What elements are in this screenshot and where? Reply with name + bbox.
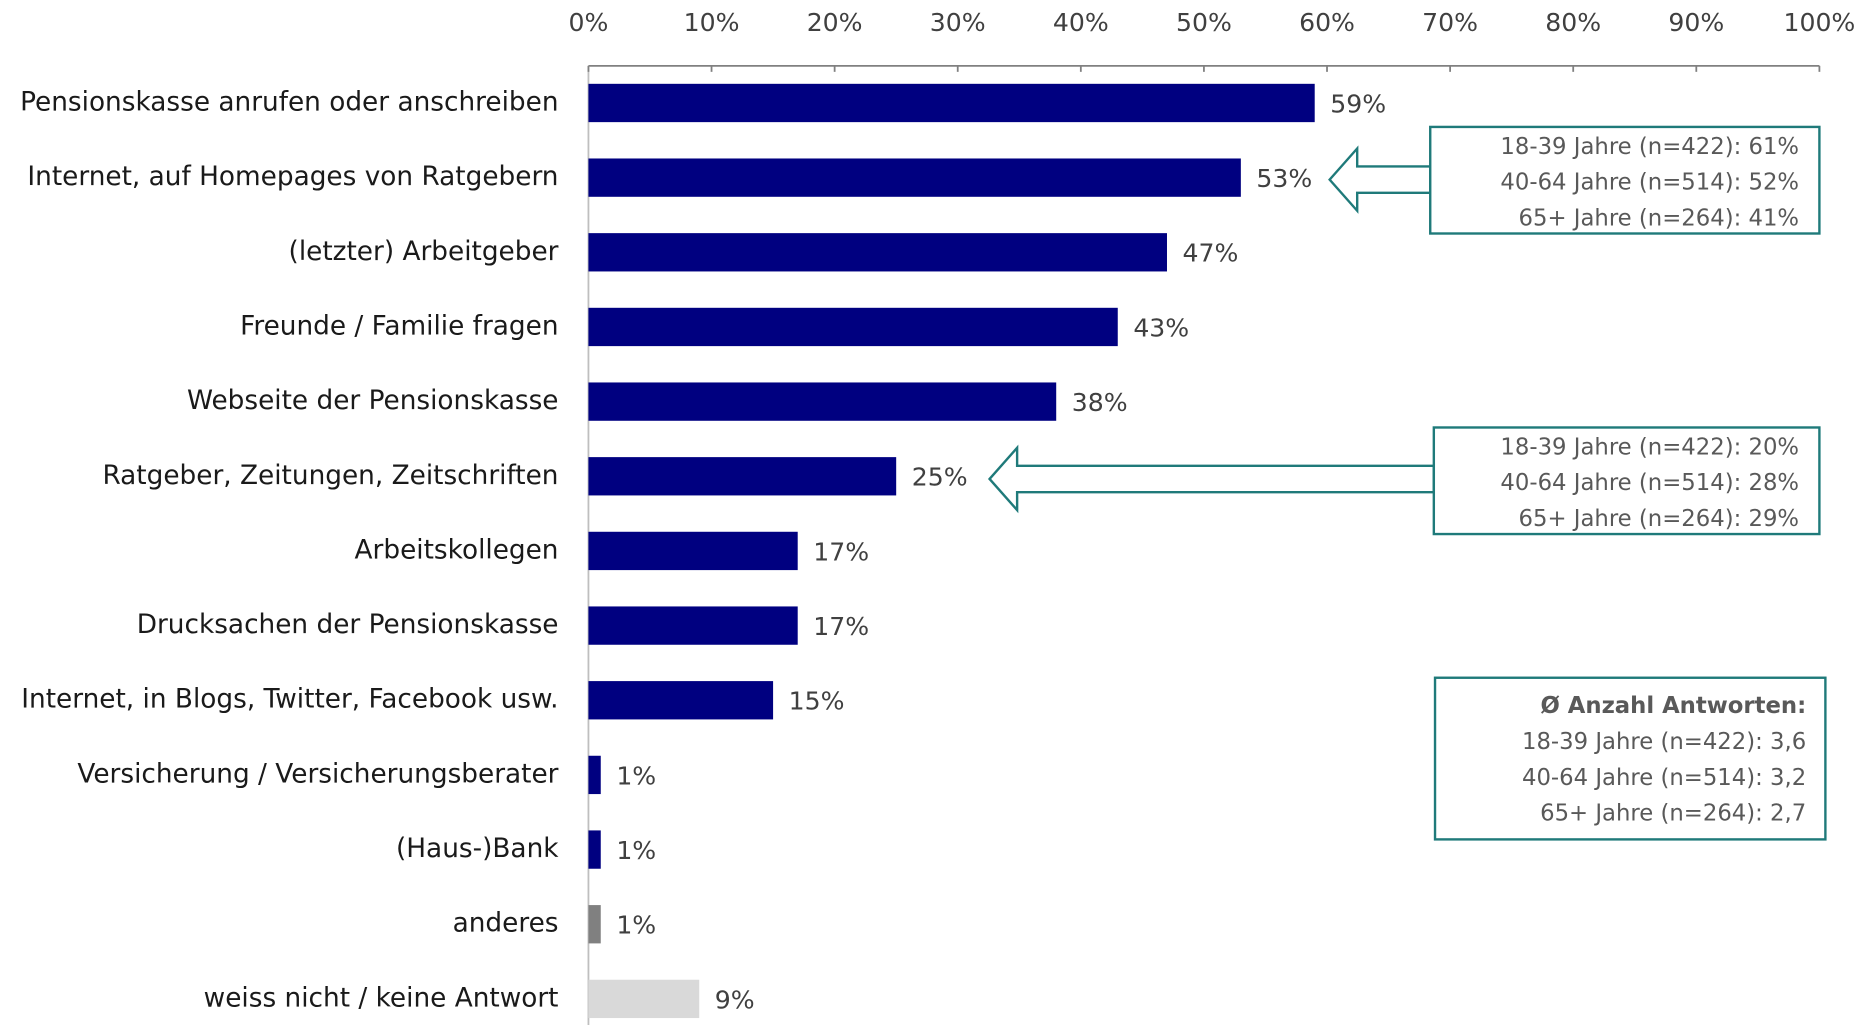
value-label: 59%	[1330, 89, 1386, 118]
bar	[588, 830, 601, 869]
annotation-text: 18-39 Jahre (n=422): 61%	[1500, 134, 1799, 160]
x-tick-label: 60%	[1299, 8, 1355, 37]
bar	[588, 158, 1241, 197]
x-tick-label: 40%	[1053, 8, 1109, 37]
x-tick-label: 30%	[930, 8, 986, 37]
value-label: 17%	[813, 612, 869, 641]
bar	[588, 233, 1167, 272]
value-label: 43%	[1133, 313, 1189, 342]
annotation-box	[1433, 676, 1827, 841]
bar	[588, 457, 897, 496]
x-tick-label: 90%	[1668, 8, 1724, 37]
bar	[588, 755, 601, 795]
annotation-text: 40-64 Jahre (n=514): 3,2	[1522, 765, 1806, 791]
x-tick-label: 50%	[1176, 8, 1232, 37]
category-label: Drucksachen der Pensionskasse	[137, 610, 559, 640]
category-label: anderes	[453, 909, 559, 939]
annotation-text: 65+ Jahre (n=264): 41%	[1519, 206, 1800, 232]
x-tick-label: 10%	[684, 8, 740, 37]
value-label: 1%	[616, 836, 656, 865]
annotation-text: 65+ Jahre (n=264): 29%	[1519, 506, 1800, 532]
value-label: 53%	[1256, 164, 1312, 193]
category-label: weiss nicht / keine Antwort	[204, 983, 559, 1013]
bar	[588, 905, 601, 944]
bar	[588, 979, 700, 1019]
annotation-box	[1429, 125, 1821, 235]
category-label: Versicherung / Versicherungsberater	[77, 759, 558, 789]
annotation-text: 18-39 Jahre (n=422): 20%	[1500, 434, 1799, 460]
x-tick-label: 70%	[1422, 8, 1478, 37]
category-label: (Haus-)Bank	[396, 834, 559, 864]
value-label: 17%	[813, 537, 869, 566]
x-tick-label: 0%	[569, 8, 609, 37]
category-label: Freunde / Familie fragen	[240, 311, 558, 341]
value-label: 47%	[1183, 239, 1239, 268]
category-label: (letzter) Arbeitgeber	[289, 237, 559, 267]
bar	[588, 606, 798, 645]
annotation-text: 18-39 Jahre (n=422): 3,6	[1522, 729, 1806, 755]
annotation-text: 40-64 Jahre (n=514): 52%	[1500, 170, 1799, 196]
value-label: 38%	[1072, 388, 1128, 417]
annotation-box	[1432, 426, 1821, 536]
category-label: Internet, in Blogs, Twitter, Facebook us…	[21, 685, 558, 715]
bar	[588, 531, 798, 571]
value-label: 25%	[912, 463, 968, 492]
value-label: 1%	[616, 911, 656, 940]
annotation-text: 40-64 Jahre (n=514): 28%	[1500, 470, 1799, 496]
category-label: Arbeitskollegen	[355, 535, 559, 565]
value-label: 1%	[616, 761, 656, 790]
annotation-text: 65+ Jahre (n=264): 2,7	[1540, 801, 1806, 827]
annotation-title: Ø Anzahl Antworten:	[1541, 693, 1807, 719]
bar	[588, 83, 1315, 123]
bar	[588, 681, 774, 720]
category-label: Ratgeber, Zeitungen, Zeitschriften	[102, 461, 558, 491]
category-label: Internet, auf Homepages von Ratgebern	[27, 162, 558, 192]
value-label: 9%	[715, 985, 755, 1014]
x-tick-label: 20%	[807, 8, 863, 37]
arrow	[1328, 145, 1432, 214]
arrow	[987, 444, 1436, 514]
value-label: 15%	[789, 687, 845, 716]
bar	[588, 307, 1118, 347]
category-label: Pensionskasse anrufen oder anschreiben	[20, 87, 558, 117]
bar	[588, 382, 1057, 421]
x-tick-label: 80%	[1545, 8, 1601, 37]
category-label: Webseite der Pensionskasse	[187, 386, 559, 416]
x-tick-label: 100%	[1783, 8, 1855, 37]
